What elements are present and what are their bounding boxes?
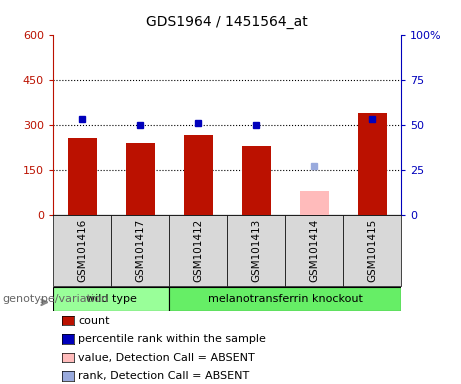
Bar (285, 215, 343, 286)
Text: GSM101413: GSM101413 (251, 219, 261, 282)
Text: GSM101417: GSM101417 (135, 219, 145, 282)
Bar (183, 135, 213, 215)
Text: GSM101412: GSM101412 (193, 219, 203, 282)
Bar (169, 286, 401, 311)
Bar (53, 286, 169, 311)
Bar (227, 215, 285, 286)
Text: count: count (78, 316, 110, 326)
Bar (67, 138, 96, 215)
Text: percentile rank within the sample: percentile rank within the sample (78, 334, 266, 344)
Bar (111, 215, 169, 286)
Bar (125, 143, 154, 215)
Bar (358, 113, 387, 215)
Title: GDS1964 / 1451564_at: GDS1964 / 1451564_at (146, 15, 308, 29)
Text: GSM101414: GSM101414 (309, 219, 319, 282)
Bar (242, 146, 271, 215)
Bar (343, 215, 401, 286)
Text: value, Detection Call = ABSENT: value, Detection Call = ABSENT (78, 353, 255, 362)
Bar (53, 215, 111, 286)
Text: melanotransferrin knockout: melanotransferrin knockout (207, 293, 362, 304)
Bar (169, 215, 227, 286)
Text: GSM101415: GSM101415 (367, 219, 377, 282)
Text: wild type: wild type (86, 293, 136, 304)
Bar (300, 191, 329, 215)
Text: genotype/variation: genotype/variation (2, 293, 108, 304)
Text: GSM101416: GSM101416 (77, 219, 87, 282)
Text: rank, Detection Call = ABSENT: rank, Detection Call = ABSENT (78, 371, 249, 381)
